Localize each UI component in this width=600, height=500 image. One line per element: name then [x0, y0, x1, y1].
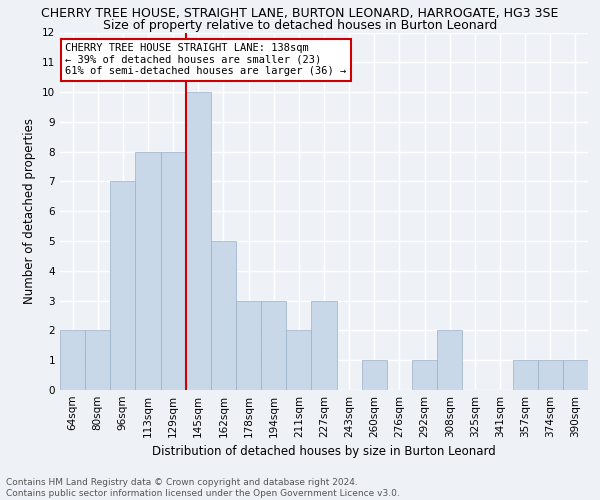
Bar: [60, 330, 85, 390]
Bar: [261, 300, 286, 390]
Y-axis label: Number of detached properties: Number of detached properties: [23, 118, 37, 304]
Bar: [85, 330, 110, 390]
Text: Size of property relative to detached houses in Burton Leonard: Size of property relative to detached ho…: [103, 19, 497, 32]
Text: CHERRY TREE HOUSE STRAIGHT LANE: 138sqm
← 39% of detached houses are smaller (23: CHERRY TREE HOUSE STRAIGHT LANE: 138sqm …: [65, 43, 347, 76]
Bar: [437, 330, 462, 390]
Bar: [236, 300, 261, 390]
Bar: [110, 182, 136, 390]
X-axis label: Distribution of detached houses by size in Burton Leonard: Distribution of detached houses by size …: [152, 446, 496, 458]
Bar: [211, 241, 236, 390]
Bar: [161, 152, 186, 390]
Bar: [563, 360, 588, 390]
Bar: [136, 152, 161, 390]
Bar: [512, 360, 538, 390]
Bar: [412, 360, 437, 390]
Bar: [362, 360, 387, 390]
Bar: [538, 360, 563, 390]
Text: CHERRY TREE HOUSE, STRAIGHT LANE, BURTON LEONARD, HARROGATE, HG3 3SE: CHERRY TREE HOUSE, STRAIGHT LANE, BURTON…: [41, 8, 559, 20]
Bar: [186, 92, 211, 390]
Text: Contains HM Land Registry data © Crown copyright and database right 2024.
Contai: Contains HM Land Registry data © Crown c…: [6, 478, 400, 498]
Bar: [286, 330, 311, 390]
Bar: [311, 300, 337, 390]
